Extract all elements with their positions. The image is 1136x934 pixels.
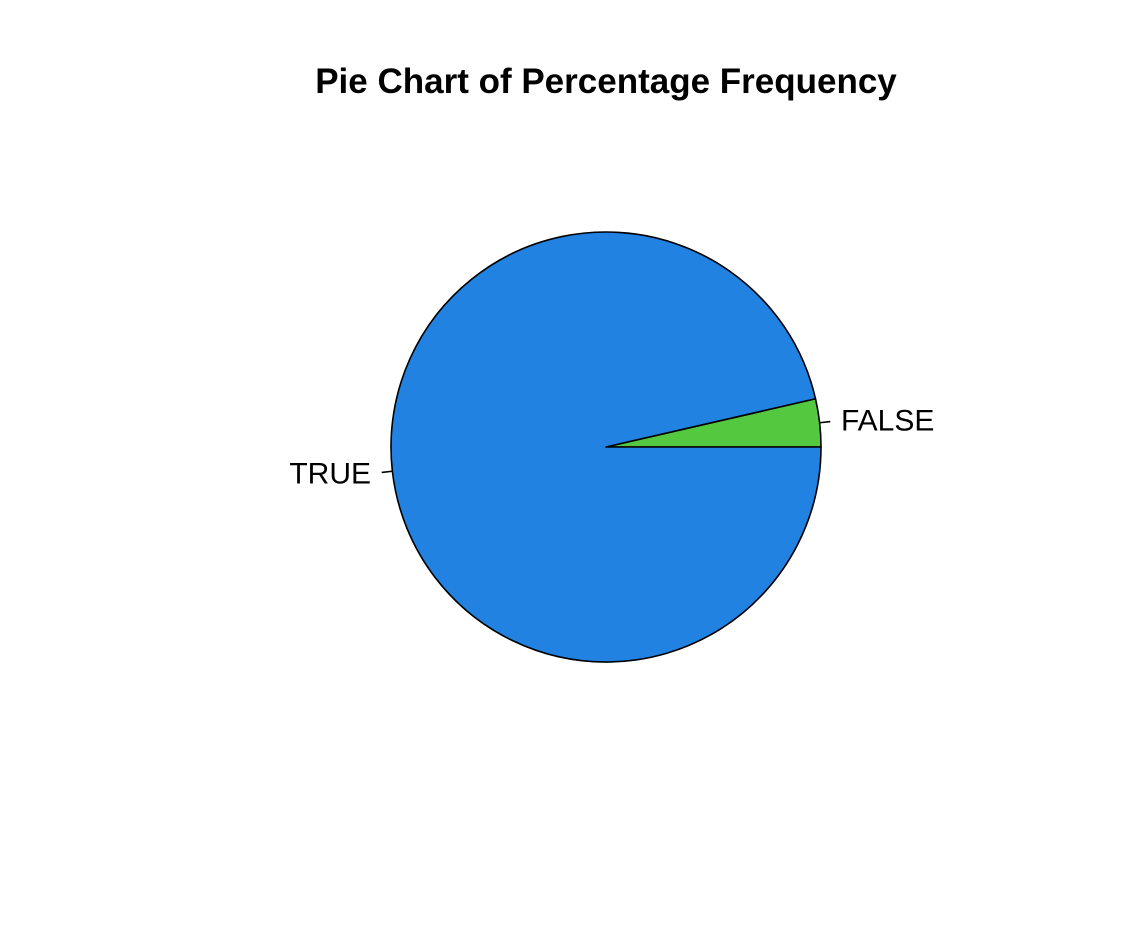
pie-label-tick-true	[381, 470, 393, 474]
pie-slices	[390, 231, 822, 663]
chart-title: Pie Chart of Percentage Frequency	[315, 62, 897, 101]
pie-label-false: FALSE	[841, 404, 934, 437]
pie-label-tick-false	[819, 420, 831, 424]
pie-slice-true	[390, 231, 822, 663]
pie-label-true: TRUE	[289, 458, 371, 491]
pie-labels: FALSE TRUE	[289, 404, 934, 490]
